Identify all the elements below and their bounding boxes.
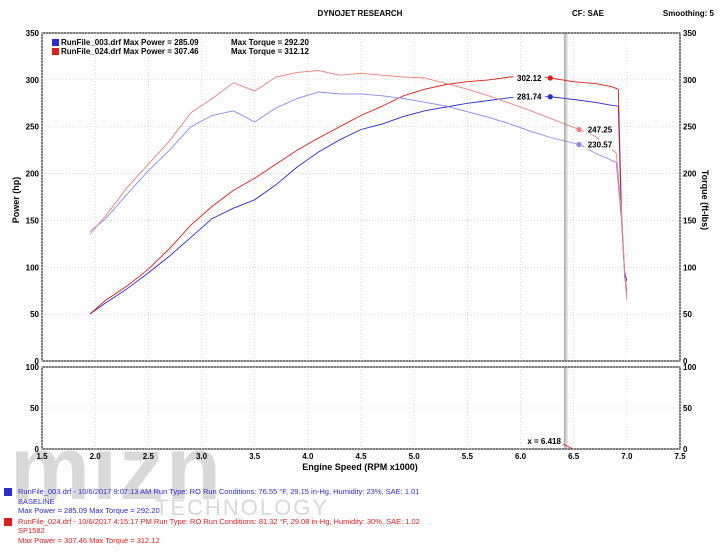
watermark-subtitle: TECHNOLOGY [155,495,330,520]
series-line-1 [89,96,628,315]
callout-label-1: 302.12 [517,74,542,83]
run-info-baseline: RunFile_003.drf - 10/6/2017 9:07:13 AM R… [0,487,720,516]
y-tick-label-left: 150 [26,216,40,225]
sub-red-trace [562,443,574,450]
y-tick-label-left: 300 [26,76,40,85]
y-tick-label-left: 50 [30,310,39,319]
x-tick-label: 7.5 [674,452,686,461]
series-line-2 [89,75,628,315]
callout-bg-4 [583,139,616,150]
callout-bg-3 [583,124,616,135]
run-info-line: RunFile_024.drf - 10/6/2017 4:15:17 PM R… [18,516,420,526]
legend-label-1: RunFile_003.drf Max Power = 285.09 [61,38,199,47]
x-tick-label: 3.5 [249,452,261,461]
smoothing-label: Smoothing: 5 [663,9,715,18]
sub-y-tick-label-right: 50 [683,404,692,413]
main-plot: 0 0 50 50 100 100 150 150 200 200 250 250 300 300 350 3… [26,29,697,366]
x-tick-label: 2.5 [143,452,155,461]
x-tick-label: 5.0 [409,452,421,461]
sub-y-tick-label-left: 100 [26,363,40,372]
y-tick-label-right: 350 [683,29,697,38]
callout-label-4: 230.57 [588,141,613,150]
sub-y-tick-label-right: 100 [683,363,697,372]
callout-label-2: 281.74 [517,93,542,102]
x-tick-label: 4.0 [302,452,314,461]
y-tick-label-left: 100 [26,263,40,272]
x-tick-label: 4.5 [355,452,367,461]
y-tick-label-right: 250 [683,123,697,132]
run-info-line: RunFile_003.drf - 10/6/2017 9:07:13 AM R… [18,487,420,496]
callout-label-3: 247.25 [588,126,613,135]
legend-label-2: RunFile_024.drf Max Power = 307.46 [61,47,199,56]
callout-dot-2 [547,94,553,100]
y-tick-label-right: 100 [683,263,697,272]
callout-dot-4 [576,141,582,148]
cursor-readout: x = 6.418 [527,437,561,446]
run-info-max: Max Power = 307.46 Max Torque = 312.12 [18,535,160,545]
x-tick-label: 6.5 [568,452,580,461]
y-axis-label-right: Torque (ft-lbs) [700,170,710,230]
legend-swatch-1 [52,39,59,46]
x-tick-label: 2.0 [90,452,102,461]
run-info-name: BASELINE [18,496,55,506]
x-tick-label: 5.5 [462,452,474,461]
chart-title: DYNOJET RESEARCH [318,9,403,18]
run-swatch-sp1582 [4,517,12,526]
x-tick-label: 7.0 [621,452,633,461]
y-tick-label-right: 300 [683,76,697,85]
sub-y-tick-label-left: 0 [35,445,40,454]
run-swatch-baseline [4,488,12,496]
run-info-name: SP1582 [18,526,45,535]
sub-y-tick-label-left: 50 [30,404,39,413]
callout-bg-1 [513,72,546,83]
x-axis-label: Engine Speed (RPM x1000) [302,462,418,472]
x-tick-label: 1.5 [36,452,48,461]
y-tick-label-left: 350 [26,29,40,38]
x-tick-label: 3.0 [196,452,208,461]
y-axis-label-left: Power (hp) [11,177,21,224]
run-info-sp1582: RunFile_024.drf - 10/6/2017 4:15:17 PM R… [0,517,720,546]
sub-plot: 1.5 2.0 2.5 3.0 3.5 4.0 4.5 5.0 5.5 6.0 6.5 7.0 7.50… [26,363,697,461]
callout-dot-1 [547,75,553,81]
y-tick-label-left: 0 [35,357,40,366]
y-tick-label-right: 200 [683,170,697,179]
sub-y-tick-label-right: 0 [683,445,688,454]
callout-dot-3 [576,126,582,133]
run-info-footer: RunFile_003.drf - 10/6/2017 9:07:13 AM R… [0,487,720,545]
y-tick-label-right: 50 [683,310,692,319]
callout-bg-2 [513,91,546,102]
legend-torque-1: Max Torque = 292.20 [231,38,309,47]
y-tick-label-left: 200 [26,170,40,179]
legend-swatch-2 [52,48,59,55]
y-tick-label-right: 0 [683,357,688,366]
x-tick-label: 6.0 [515,452,527,461]
cf-label: CF: SAE [572,9,605,18]
y-tick-label-left: 250 [26,123,40,132]
run-info-max: Max Power = 285.09 Max Torque = 292.20 [18,506,160,515]
legend-torque-2: Max Torque = 312.12 [231,47,309,56]
y-tick-label-right: 150 [683,216,697,225]
